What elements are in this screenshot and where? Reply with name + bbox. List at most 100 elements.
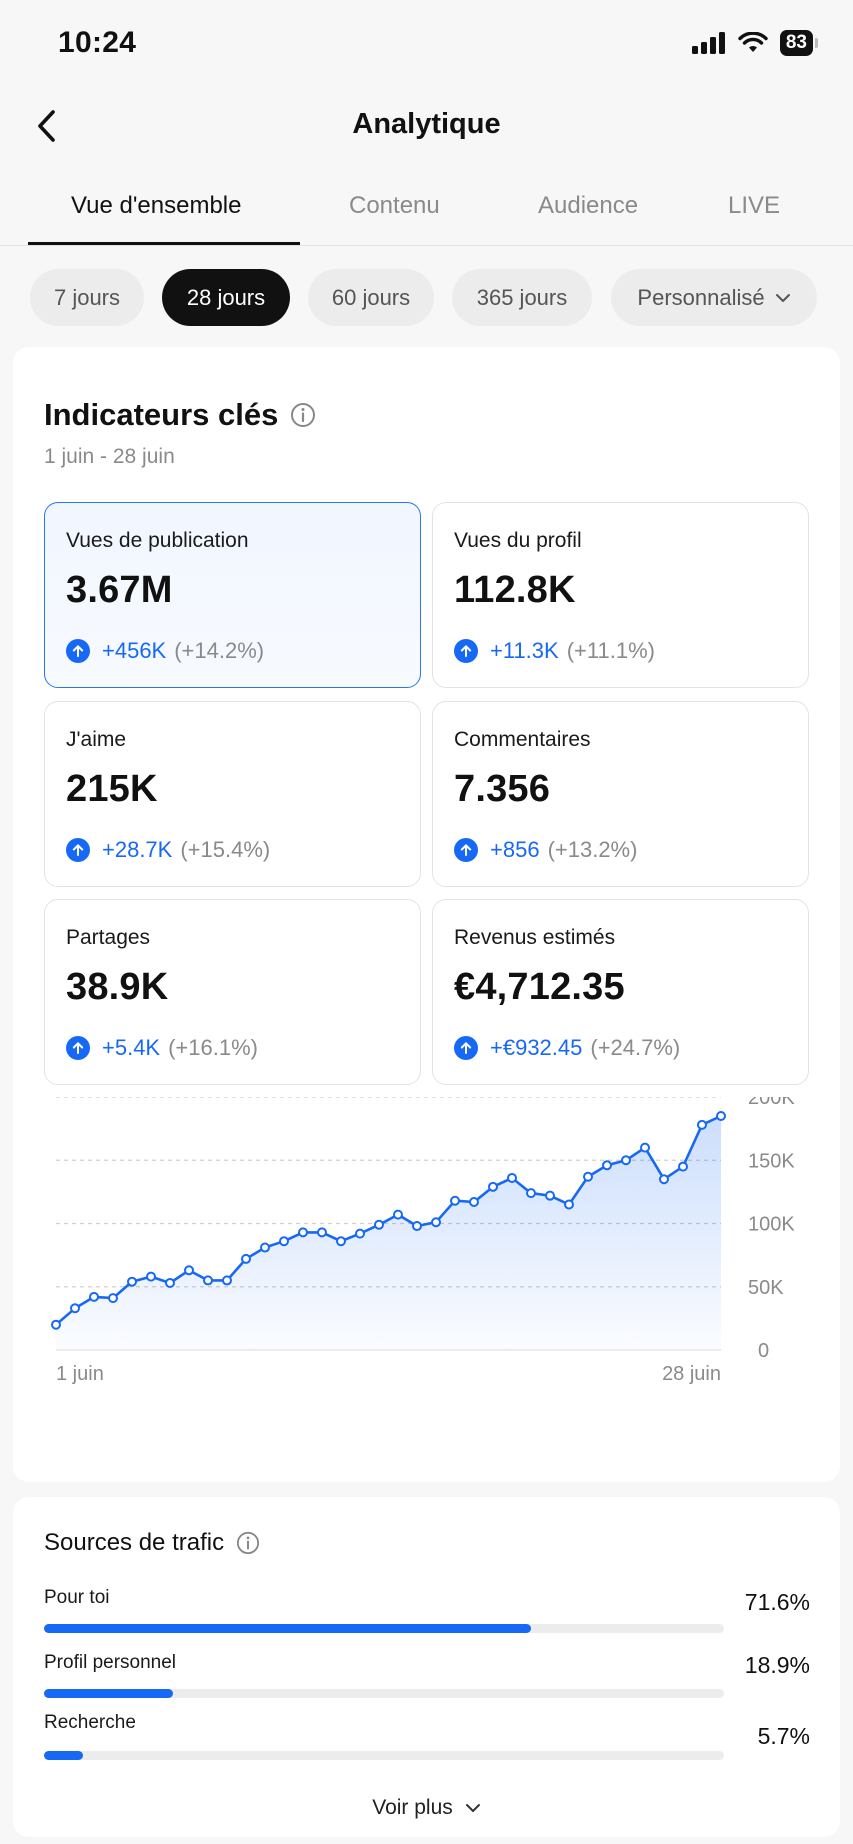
metric-tile[interactable]: Partages 38.9K +5.4K (+16.1%) [44, 899, 421, 1085]
chevron-down-icon [775, 293, 790, 302]
chart-point[interactable] [51, 1319, 61, 1330]
chart-point[interactable] [716, 1110, 726, 1121]
info-icon[interactable] [290, 402, 316, 428]
metric-tile[interactable]: Vues du profil 112.8K +11.3K (+11.1%) [432, 502, 809, 688]
x-tick-label: 28 juin [662, 1363, 721, 1385]
chart-point[interactable] [336, 1236, 346, 1247]
chart-point[interactable] [298, 1227, 308, 1238]
traffic-source-bar-fill [44, 1624, 531, 1633]
period-chip-60[interactable]: 60 jours [308, 269, 434, 326]
back-button[interactable] [24, 104, 68, 148]
chart-point[interactable] [640, 1142, 650, 1153]
traffic-source-bar [44, 1689, 724, 1698]
period-chip-label: 60 jours [331, 284, 411, 310]
period-chip-365[interactable]: 365 jours [452, 269, 592, 326]
chart-point[interactable] [678, 1161, 688, 1172]
x-tick-label: 1 juin [56, 1363, 104, 1385]
chart-point[interactable] [659, 1174, 669, 1185]
period-chip-label: 7 jours [53, 284, 121, 310]
metric-change-value: +28.7K [102, 837, 173, 862]
metric-change-percent: (+24.7%) [590, 1035, 681, 1060]
see-more-label: Voir plus [372, 1796, 453, 1819]
metric-change-value: +5.4K [102, 1035, 161, 1060]
chart-point[interactable] [412, 1221, 422, 1232]
chart-point[interactable] [488, 1181, 498, 1192]
y-tick-label: 150K [748, 1150, 795, 1172]
tab-live[interactable]: LIVE [728, 192, 781, 219]
chart-point[interactable] [108, 1293, 118, 1304]
battery-indicator: 83 [779, 30, 819, 56]
y-tick-label: 200K [748, 1097, 795, 1109]
metric-change-value: +11.3K [490, 638, 559, 663]
traffic-source-label: Recherche [44, 1712, 136, 1733]
chart-point[interactable] [89, 1291, 99, 1302]
metric-label: Commentaires [454, 728, 591, 751]
header: Analytique [0, 90, 853, 162]
metric-change-percent: (+13.2%) [547, 837, 638, 862]
metric-label: J'aime [66, 728, 127, 751]
views-chart-svg: 200K 150K 100K 50K 0 1 juin 28 juin [51, 1087, 795, 1385]
metric-tile[interactable]: Commentaires 7.356 +856 (+13.2%) [432, 701, 809, 887]
period-chip-custom[interactable]: Personnalisé [611, 269, 817, 326]
chart-point[interactable] [374, 1219, 384, 1230]
chart-point[interactable] [70, 1303, 80, 1314]
traffic-source-bar-fill [44, 1689, 173, 1698]
chart-point[interactable] [127, 1276, 137, 1287]
chart-point[interactable] [583, 1171, 593, 1182]
chart-point[interactable] [431, 1217, 441, 1228]
chart-point[interactable] [355, 1228, 365, 1239]
chart-point[interactable] [222, 1275, 232, 1286]
see-more-button[interactable]: Voir plus [0, 1796, 853, 1820]
chart-point[interactable] [241, 1253, 251, 1264]
chevron-left-icon [38, 110, 55, 142]
metric-value: 112.8K [454, 569, 576, 611]
traffic-source-bar [44, 1624, 724, 1633]
period-chip-7[interactable]: 7 jours [30, 269, 144, 326]
chart-point[interactable] [165, 1277, 175, 1288]
chart-point[interactable] [602, 1160, 612, 1171]
chart-area-fill [56, 1116, 721, 1350]
chart-point[interactable] [564, 1199, 574, 1210]
tab-audience[interactable]: Audience [538, 192, 639, 219]
metric-tile[interactable]: Revenus estimés €4,712.35 +€932.45 (+24.7%) [432, 899, 809, 1085]
chart-point[interactable] [184, 1265, 194, 1276]
chart-point[interactable] [526, 1188, 536, 1199]
arrow-up-icon [66, 639, 90, 663]
metric-change: +28.7K (+15.4%) [66, 837, 270, 863]
chart-point[interactable] [469, 1196, 479, 1207]
chart-point[interactable] [203, 1275, 213, 1286]
metric-value: 38.9K [66, 966, 169, 1008]
chart-point[interactable] [317, 1227, 327, 1238]
status-icons: 83 [691, 30, 819, 56]
chart-point[interactable] [545, 1190, 555, 1201]
chart-point[interactable] [507, 1172, 517, 1183]
traffic-source-percent: 5.7% [757, 1723, 810, 1749]
metric-change-value: +456K [102, 638, 167, 663]
tab-content[interactable]: Contenu [349, 192, 440, 219]
metric-change-percent: (+16.1%) [168, 1035, 258, 1060]
chart-point[interactable] [450, 1195, 460, 1206]
metric-tile[interactable]: Vues de publication 3.67M +456K (+14.2%) [44, 502, 421, 688]
traffic-source-percent: 71.6% [744, 1589, 810, 1615]
period-chip-label: 365 jours [476, 284, 568, 310]
chart-point[interactable] [697, 1119, 707, 1130]
y-tick-label: 50K [748, 1277, 784, 1299]
chart-point[interactable] [146, 1271, 156, 1282]
metric-change: +456K (+14.2%) [66, 638, 264, 664]
metric-tile[interactable]: J'aime 215K +28.7K (+15.4%) [44, 701, 421, 887]
traffic-sources-card: Sources de trafic Pour toi 71.6% Profil pe… [13, 1497, 840, 1837]
metric-change: +€932.45 (+24.7%) [454, 1035, 680, 1061]
chart-point[interactable] [279, 1236, 289, 1247]
tab-bar: Vue d'ensemble Contenu Audience LIVE [0, 180, 853, 246]
period-chip-label: 28 jours [186, 284, 266, 310]
status-time: 10:24 [58, 26, 137, 59]
info-icon[interactable] [236, 1531, 260, 1555]
chart-point[interactable] [621, 1155, 631, 1166]
arrow-up-icon [454, 639, 478, 663]
views-chart: 200K 150K 100K 50K 0 1 juin 28 juin [13, 1087, 840, 1462]
tab-overview[interactable]: Vue d'ensemble [71, 192, 242, 219]
chart-point[interactable] [260, 1242, 270, 1253]
chart-point[interactable] [393, 1209, 403, 1220]
period-chip-28[interactable]: 28 jours [162, 269, 290, 326]
metric-value: 7.356 [454, 768, 551, 810]
